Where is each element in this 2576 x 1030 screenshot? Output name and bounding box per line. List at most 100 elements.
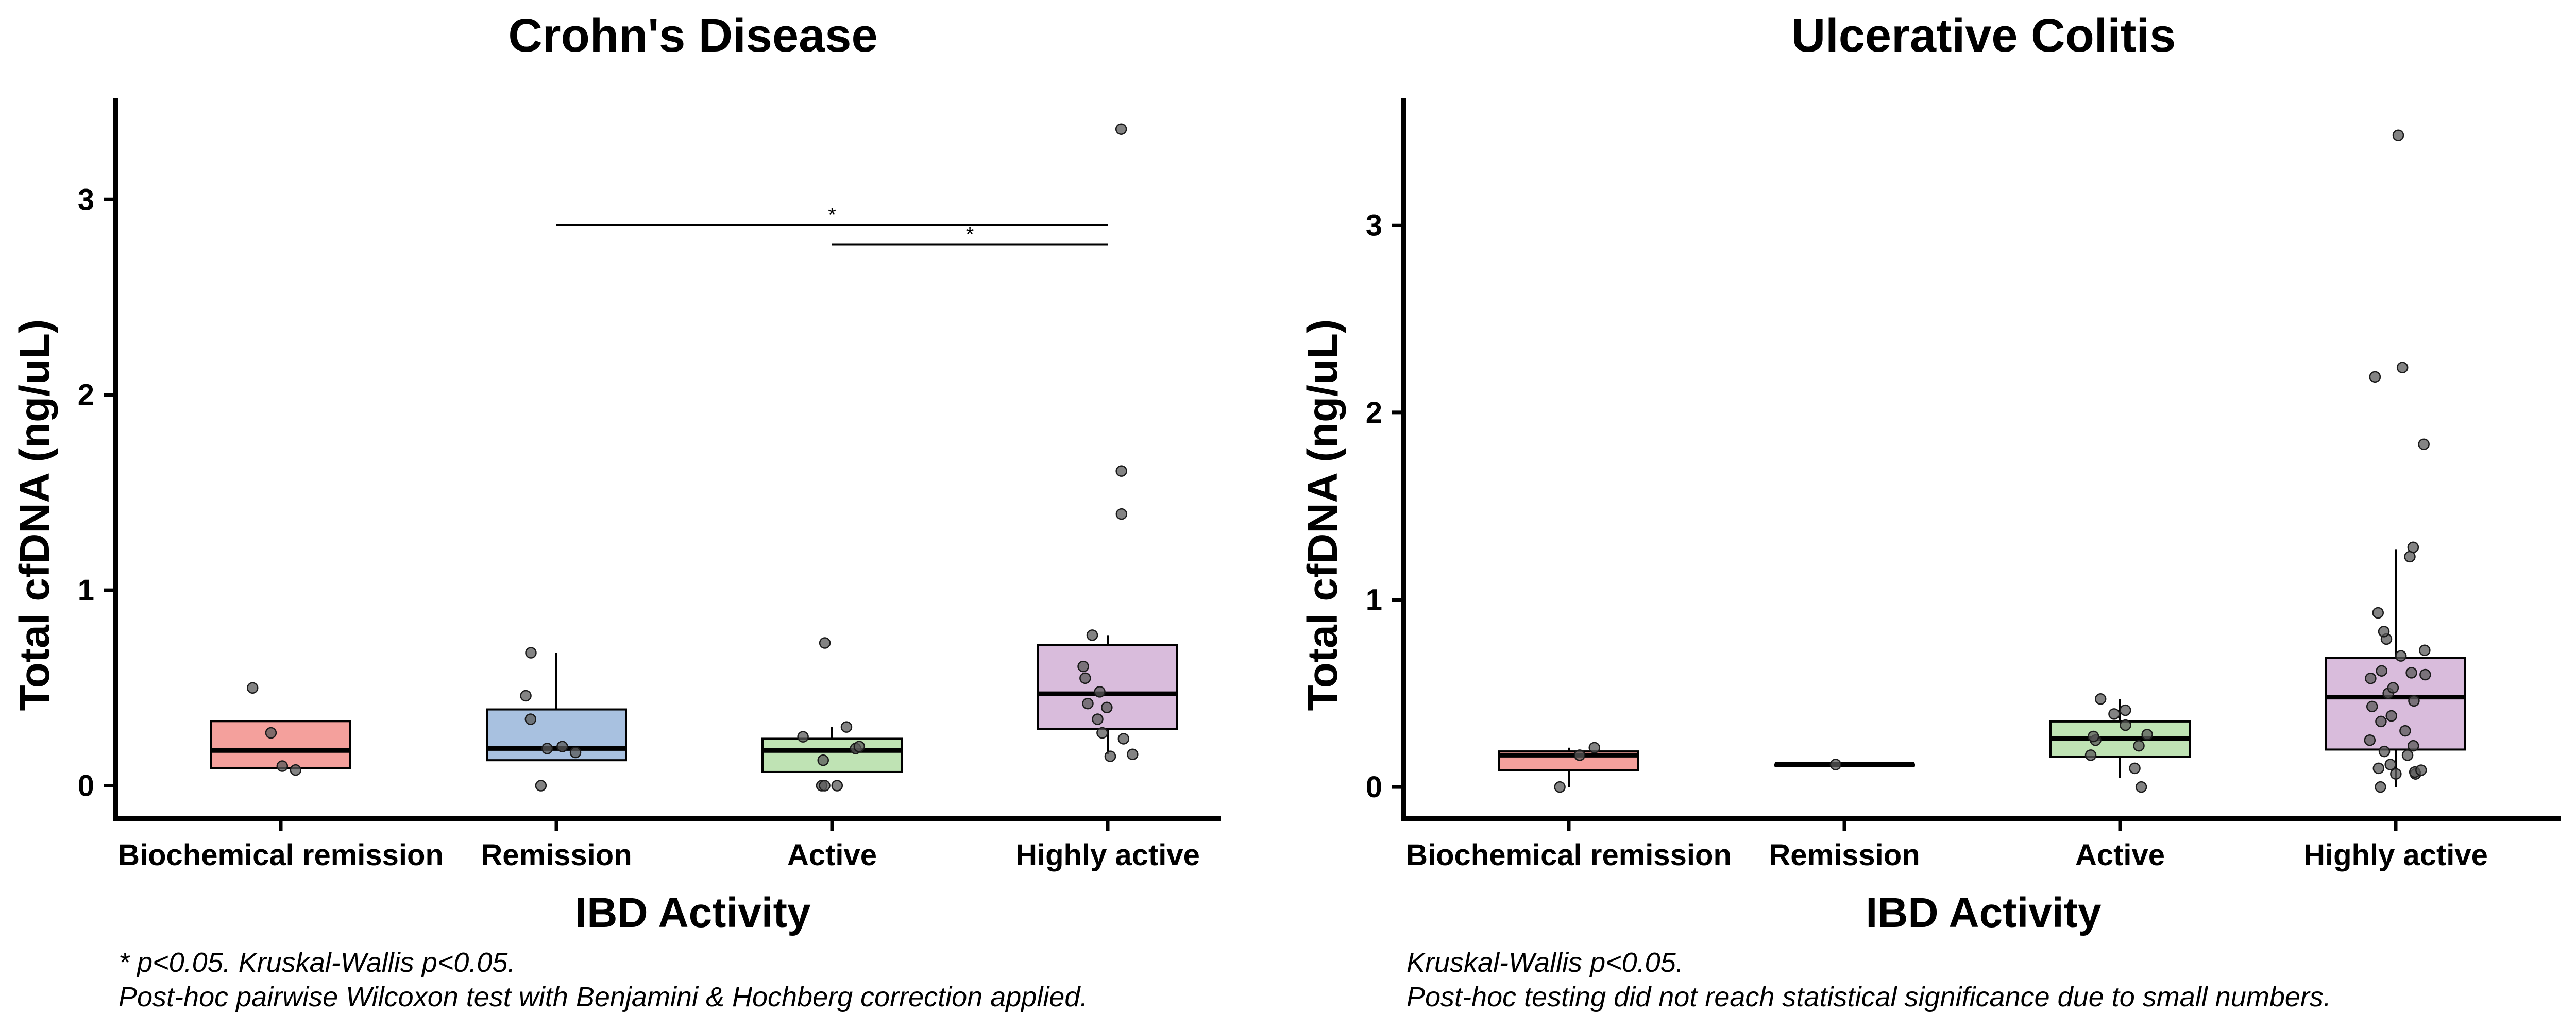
data-point bbox=[1573, 749, 1586, 761]
data-point bbox=[2135, 781, 2147, 793]
y-tick-label: 3 bbox=[78, 183, 94, 216]
significance-label: * bbox=[966, 224, 974, 246]
y-tick-label: 3 bbox=[1366, 209, 1382, 242]
data-point bbox=[2129, 762, 2141, 775]
data-point bbox=[2375, 715, 2387, 728]
data-point bbox=[1096, 727, 1108, 739]
data-point bbox=[2378, 745, 2391, 758]
data-point bbox=[817, 754, 829, 766]
y-tick-label: 0 bbox=[1366, 770, 1382, 804]
data-point bbox=[797, 731, 809, 743]
data-point bbox=[2094, 693, 2107, 705]
data-point bbox=[819, 780, 831, 792]
data-point bbox=[1079, 672, 1091, 684]
box bbox=[2325, 657, 2466, 751]
data-point bbox=[276, 760, 289, 772]
data-point bbox=[2378, 626, 2390, 638]
data-point bbox=[1115, 508, 1128, 520]
data-point bbox=[2407, 740, 2419, 752]
data-point bbox=[2372, 607, 2384, 619]
data-point bbox=[2415, 764, 2427, 776]
data-point bbox=[2084, 749, 2097, 761]
data-point bbox=[1115, 123, 1127, 135]
chart-title: Ulcerative Colitis bbox=[1791, 9, 2176, 62]
data-point bbox=[2399, 725, 2411, 737]
y-axis-label: Total cfDNA (ng/uL) bbox=[1299, 319, 1346, 711]
data-point bbox=[2418, 438, 2430, 450]
data-point bbox=[2376, 665, 2387, 677]
x-tick-label: Biochemical remission bbox=[118, 838, 444, 872]
data-point bbox=[2387, 682, 2399, 694]
data-point bbox=[2372, 762, 2385, 775]
data-point bbox=[1082, 697, 1094, 710]
data-point bbox=[2385, 710, 2397, 722]
data-point bbox=[1101, 701, 1113, 713]
x-tick-label: Active bbox=[2075, 838, 2165, 872]
data-point bbox=[1086, 629, 1098, 641]
data-point bbox=[541, 743, 553, 754]
data-point bbox=[524, 713, 537, 725]
footnote-line-1: Kruskal-Wallis p<0.05. bbox=[1406, 947, 1684, 978]
data-point bbox=[2419, 668, 2431, 681]
y-tick-label: 2 bbox=[78, 379, 94, 412]
data-point bbox=[1117, 733, 1130, 745]
data-point bbox=[2108, 708, 2120, 720]
x-tick-label: Remission bbox=[481, 838, 632, 872]
data-point bbox=[246, 682, 259, 694]
data-point bbox=[2141, 729, 2153, 741]
data-point bbox=[2365, 673, 2377, 684]
data-point bbox=[2405, 667, 2417, 679]
x-tick-label: Biochemical remission bbox=[1406, 838, 1732, 872]
data-point bbox=[2384, 759, 2396, 770]
data-point bbox=[1829, 759, 1842, 770]
footnote-line-2: Post-hoc testing did not reach statistic… bbox=[1406, 982, 2331, 1012]
data-point bbox=[1588, 742, 1601, 754]
x-tick-label: Remission bbox=[1769, 838, 1920, 872]
data-point bbox=[853, 741, 866, 752]
data-point bbox=[840, 721, 853, 733]
data-point bbox=[2366, 700, 2378, 713]
data-point bbox=[1094, 686, 1106, 698]
x-tick-label: Highly active bbox=[1015, 838, 1200, 872]
data-point bbox=[556, 741, 568, 752]
data-point bbox=[535, 780, 547, 792]
data-point bbox=[2375, 781, 2386, 793]
y-tick-label: 1 bbox=[1366, 583, 1382, 617]
box bbox=[761, 737, 903, 773]
data-point bbox=[831, 780, 843, 792]
y-axis-label: Total cfDNA (ng/uL) bbox=[11, 319, 58, 711]
box bbox=[486, 708, 627, 762]
crohns-disease-panel: Crohn's Disease IBD Activity Total cfDNA… bbox=[11, 9, 1221, 1012]
data-point bbox=[265, 727, 277, 739]
box bbox=[1037, 644, 1178, 730]
data-point bbox=[2419, 644, 2431, 656]
data-point bbox=[1092, 713, 1104, 725]
data-point bbox=[525, 647, 537, 659]
footnote-line-2: Post-hoc pairwise Wilcoxon test with Ben… bbox=[118, 982, 1088, 1012]
data-point bbox=[2120, 704, 2131, 716]
x-axis-label: IBD Activity bbox=[1866, 889, 2102, 936]
x-tick-label: Highly active bbox=[2303, 838, 2488, 872]
significance-label: * bbox=[828, 204, 836, 227]
ulcerative-colitis-panel: Ulcerative Colitis IBD Activity Total cf… bbox=[1299, 9, 2561, 1012]
data-point bbox=[2395, 650, 2407, 662]
data-point bbox=[819, 637, 831, 649]
data-point bbox=[569, 746, 582, 759]
data-point bbox=[1077, 660, 1089, 673]
data-point bbox=[1127, 748, 1139, 761]
y-tick-label: 2 bbox=[1366, 396, 1382, 430]
data-point bbox=[2390, 768, 2402, 780]
data-point bbox=[2120, 719, 2131, 731]
data-point bbox=[1104, 750, 1116, 762]
data-point bbox=[2369, 371, 2381, 383]
y-tick-label: 1 bbox=[78, 574, 94, 607]
data-point bbox=[2407, 541, 2419, 553]
x-axis-label: IBD Activity bbox=[575, 889, 811, 936]
data-point bbox=[1554, 781, 1566, 793]
y-tick-label: 0 bbox=[78, 769, 94, 803]
footnote-line-1: * p<0.05. Kruskal-Wallis p<0.05. bbox=[118, 947, 515, 978]
data-point bbox=[2408, 695, 2420, 707]
chart-title: Crohn's Disease bbox=[508, 9, 877, 62]
data-point bbox=[290, 764, 302, 776]
